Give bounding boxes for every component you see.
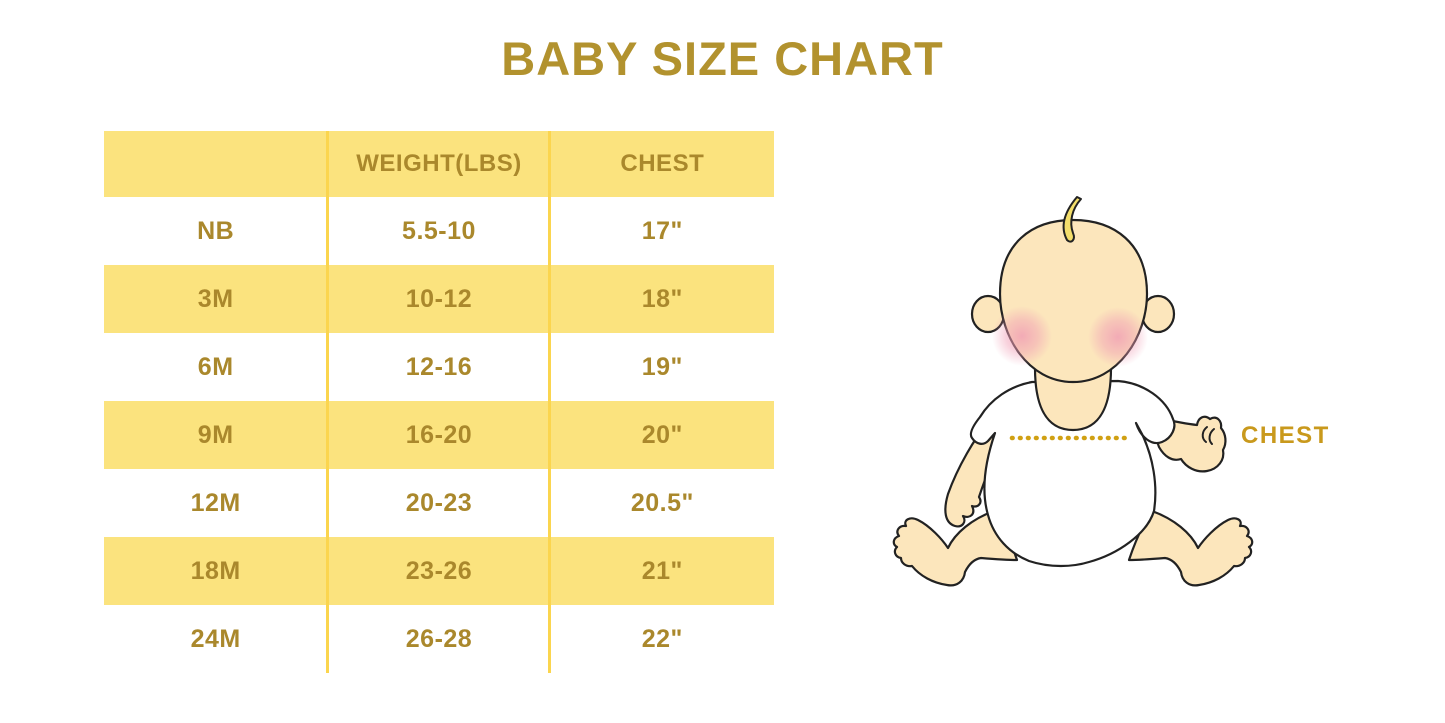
size-table: WEIGHT(LBS) CHEST NB 5.5-10 17" 3M 10-12… xyxy=(104,131,774,673)
baby-right-cheek xyxy=(1088,307,1148,367)
baby-neck xyxy=(1033,366,1113,432)
baby-left-leg xyxy=(892,509,1019,587)
cell-size: 9M xyxy=(197,420,234,449)
cell-weight: 23-26 xyxy=(405,556,473,585)
cell-size: NB xyxy=(197,216,235,245)
table-row: 18M 23-26 21" xyxy=(104,537,774,605)
table-row: 3M 10-12 18" xyxy=(104,265,774,333)
cell-size: 12M xyxy=(190,488,241,517)
cell-size: 18M xyxy=(190,556,241,585)
table-row: 12M 20-23 20.5" xyxy=(104,469,774,537)
table-row: 9M 16-20 20" xyxy=(104,401,774,469)
cell-chest: 18" xyxy=(641,284,683,313)
baby-illustration xyxy=(892,196,1254,587)
cell-size: 24M xyxy=(190,624,241,653)
cell-chest: 22" xyxy=(641,624,683,653)
chest-measurement-label: CHEST xyxy=(1241,421,1330,449)
column-header-weight: WEIGHT(LBS) xyxy=(356,150,522,177)
cell-weight: 26-28 xyxy=(405,624,473,653)
baby-fist-fingers xyxy=(1201,426,1215,445)
table-row: 6M 12-16 19" xyxy=(104,333,774,401)
cell-weight: 5.5-10 xyxy=(402,216,476,245)
cell-chest: 17" xyxy=(641,216,683,245)
baby-right-leg xyxy=(1127,509,1254,587)
page-title: BABY SIZE CHART xyxy=(501,32,944,85)
table-row: 24M 26-28 22" xyxy=(104,605,774,673)
cell-size: 3M xyxy=(197,284,234,313)
cell-chest: 20.5" xyxy=(630,488,694,517)
cell-weight: 20-23 xyxy=(405,488,473,517)
cell-chest: 19" xyxy=(641,352,683,381)
cell-chest: 20" xyxy=(641,420,683,449)
table-header-row: WEIGHT(LBS) CHEST xyxy=(104,131,774,197)
baby-hair-curl xyxy=(1062,196,1082,243)
cell-weight: 10-12 xyxy=(405,284,473,313)
cell-weight: 12-16 xyxy=(405,352,473,381)
cell-weight: 16-20 xyxy=(405,420,473,449)
column-header-size xyxy=(104,131,327,197)
baby-left-cheek xyxy=(992,306,1052,366)
cell-size: 6M xyxy=(197,352,234,381)
column-header-chest: CHEST xyxy=(620,150,705,177)
baby-shirt xyxy=(969,379,1176,568)
cell-chest: 21" xyxy=(641,556,683,585)
table-row: NB 5.5-10 17" xyxy=(104,197,774,265)
